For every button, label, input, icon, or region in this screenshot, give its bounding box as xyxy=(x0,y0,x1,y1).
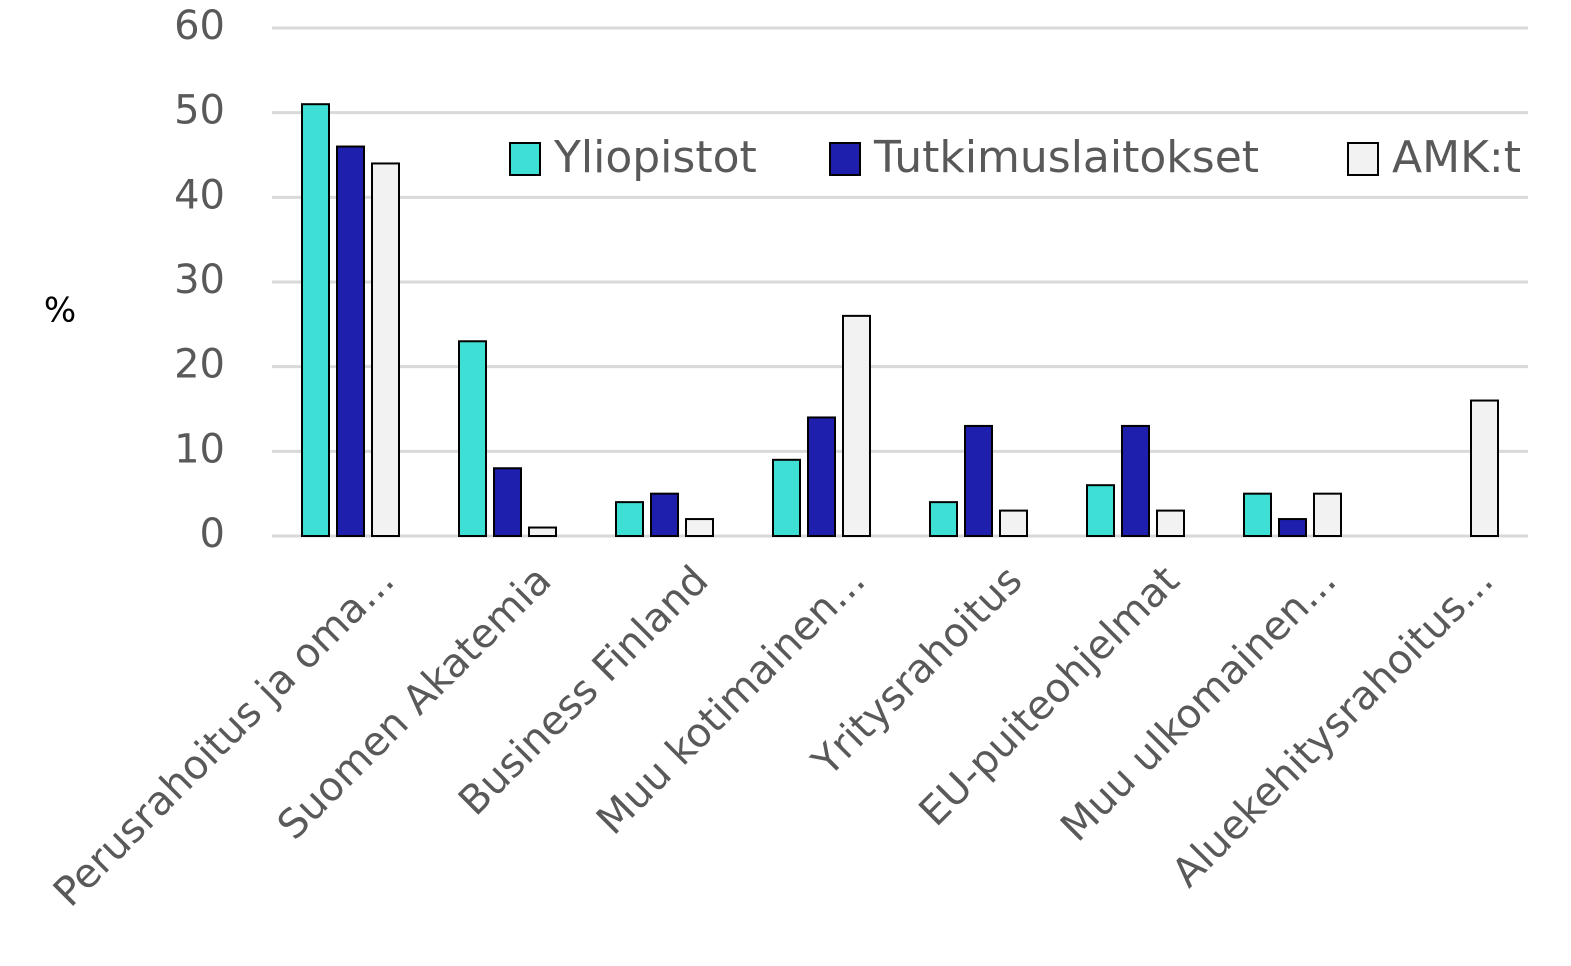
bar xyxy=(929,501,958,537)
y-tick-label: 20 xyxy=(174,342,225,388)
bar xyxy=(371,162,400,537)
x-tick-label: Muu ulkomainen... xyxy=(1052,557,1345,850)
x-tick-label: Muu kotimainen... xyxy=(588,557,874,843)
bar xyxy=(1313,492,1342,537)
legend-swatch xyxy=(829,142,861,176)
y-tick-label: 10 xyxy=(174,426,225,472)
bar xyxy=(1470,399,1499,537)
legend-label: AMK:t xyxy=(1392,132,1521,183)
legend-swatch xyxy=(509,142,541,176)
bar xyxy=(772,458,801,537)
bar xyxy=(1086,484,1115,538)
y-tick-label: 50 xyxy=(174,88,225,134)
bar xyxy=(1121,424,1150,537)
y-tick-label: 0 xyxy=(200,511,225,557)
bar xyxy=(301,103,330,537)
bar xyxy=(493,467,522,537)
bar xyxy=(1156,509,1185,538)
bar xyxy=(1243,492,1272,537)
bar xyxy=(615,501,644,537)
y-axis-label: % xyxy=(44,291,76,331)
y-tick-label: 40 xyxy=(174,172,225,218)
bar xyxy=(685,518,714,537)
y-tick-label: 30 xyxy=(174,257,225,303)
bar xyxy=(528,526,557,537)
x-tick-label: Aluekehitysrahoitus... xyxy=(1163,557,1502,896)
y-tick-label: 60 xyxy=(174,3,225,49)
bar xyxy=(336,145,365,538)
x-tick-label: EU-puiteohjelmat xyxy=(910,557,1188,835)
bar xyxy=(650,492,679,537)
bar xyxy=(807,416,836,538)
legend-label: Yliopistot xyxy=(553,132,757,183)
legend-label: Tutkimuslaitokset xyxy=(873,132,1259,183)
legend-swatch xyxy=(1347,142,1379,176)
bar xyxy=(842,314,871,537)
bar xyxy=(458,340,487,537)
bar xyxy=(1278,518,1307,537)
bar xyxy=(999,509,1028,538)
bar xyxy=(964,424,993,537)
x-tick-label: Suomen Akatemia xyxy=(269,557,560,848)
